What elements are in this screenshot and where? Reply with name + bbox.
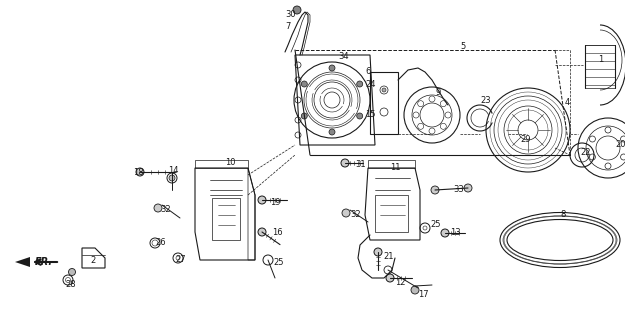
Circle shape (329, 129, 335, 135)
Text: FR.: FR. (35, 257, 53, 267)
Text: 16: 16 (272, 228, 282, 237)
Text: 1: 1 (598, 55, 603, 64)
Text: 34: 34 (338, 52, 349, 61)
Circle shape (136, 168, 144, 176)
Circle shape (169, 175, 175, 181)
Circle shape (329, 65, 335, 71)
Text: 33: 33 (453, 185, 464, 194)
Text: 12: 12 (395, 278, 406, 287)
Text: 30: 30 (285, 10, 296, 19)
Circle shape (293, 6, 301, 14)
Text: 26: 26 (155, 238, 166, 247)
Text: 7: 7 (285, 22, 291, 31)
Text: 22: 22 (580, 148, 591, 157)
Bar (370, 72, 398, 134)
Circle shape (357, 113, 362, 119)
Text: 5: 5 (460, 42, 465, 51)
Circle shape (69, 268, 76, 276)
Circle shape (386, 274, 394, 282)
Circle shape (431, 186, 439, 194)
Text: 14: 14 (168, 166, 179, 175)
Text: 31: 31 (355, 160, 366, 169)
Text: 19: 19 (270, 198, 281, 207)
Text: 18: 18 (133, 168, 144, 177)
Text: 21: 21 (383, 252, 394, 261)
Text: 11: 11 (390, 163, 401, 172)
Text: 17: 17 (418, 290, 429, 299)
Text: 9: 9 (435, 88, 440, 97)
Circle shape (441, 229, 449, 237)
Circle shape (301, 81, 308, 87)
Text: 24: 24 (365, 80, 376, 89)
Text: 4: 4 (565, 98, 570, 107)
Text: 27: 27 (175, 255, 186, 264)
Polygon shape (15, 257, 30, 267)
Text: 32: 32 (350, 210, 361, 219)
Circle shape (357, 81, 362, 87)
Text: 32: 32 (160, 205, 171, 214)
Text: 6: 6 (365, 67, 371, 76)
Circle shape (464, 184, 472, 192)
Circle shape (341, 159, 349, 167)
Circle shape (154, 204, 162, 212)
Circle shape (258, 196, 266, 204)
Text: 10: 10 (225, 158, 236, 167)
Text: 20: 20 (615, 140, 625, 149)
Text: 25: 25 (430, 220, 441, 229)
Text: 23: 23 (480, 96, 491, 105)
Text: 29: 29 (520, 135, 531, 144)
Text: 28: 28 (65, 280, 76, 289)
Text: 13: 13 (450, 228, 461, 237)
Circle shape (411, 286, 419, 294)
Circle shape (258, 228, 266, 236)
Circle shape (382, 88, 386, 92)
Circle shape (342, 209, 350, 217)
Text: 25: 25 (273, 258, 284, 267)
Text: 2: 2 (90, 256, 95, 265)
Circle shape (374, 248, 382, 256)
Circle shape (301, 113, 308, 119)
Text: 15: 15 (365, 110, 376, 119)
Text: 8: 8 (560, 210, 566, 219)
